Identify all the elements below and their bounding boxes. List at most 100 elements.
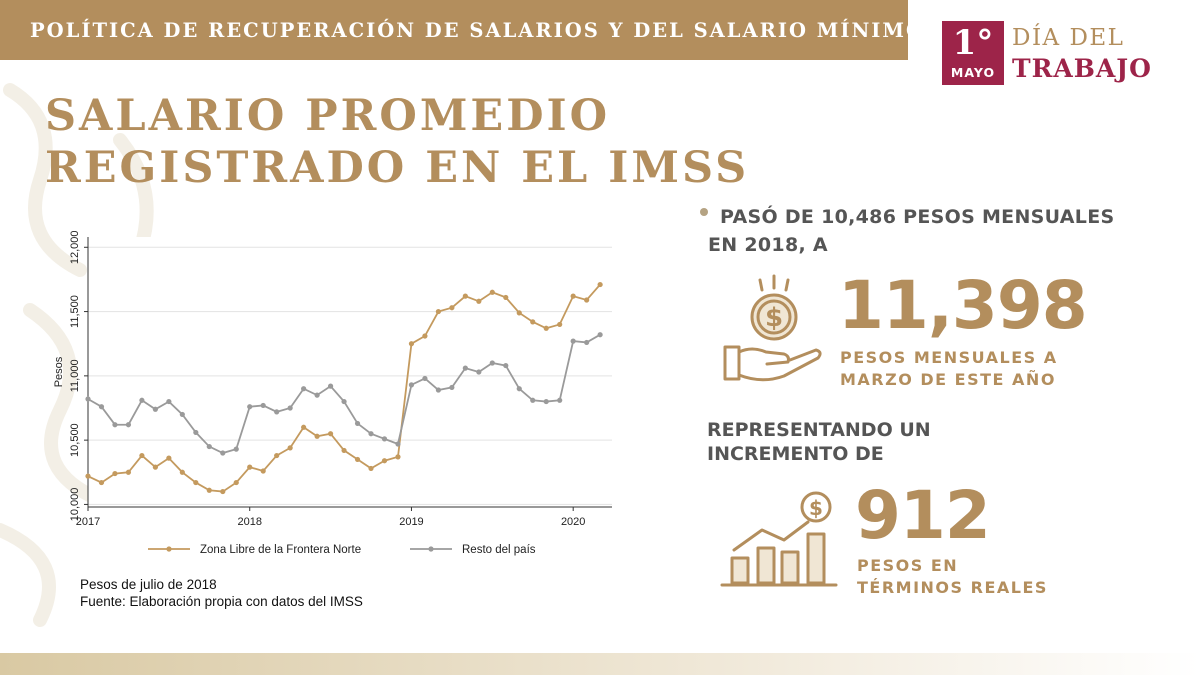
- x-tick-label: 2018: [237, 516, 261, 528]
- data-point: [489, 289, 495, 295]
- stat1-value: 11,398: [838, 267, 1088, 344]
- data-point: [503, 362, 509, 369]
- data-point: [247, 404, 253, 410]
- data-point: [179, 469, 185, 475]
- x-tick-label: 2019: [399, 516, 423, 528]
- data-point: [98, 404, 105, 410]
- data-point: [516, 386, 522, 392]
- growth-bars-icon: $: [720, 491, 838, 587]
- data-point: [152, 464, 158, 470]
- data-point: [543, 398, 549, 405]
- data-point: [543, 325, 549, 331]
- data-point: [597, 332, 603, 338]
- data-point: [530, 319, 536, 325]
- money-hand-icon: $: [723, 274, 822, 382]
- page-title: SALARIO PROMEDIO REGISTRADO EN EL IMSS: [45, 90, 749, 194]
- data-point: [112, 470, 118, 477]
- data-point: [341, 447, 347, 454]
- legend-swatch-point: [166, 546, 172, 552]
- data-point: [327, 383, 334, 389]
- data-point: [354, 456, 361, 463]
- data-point: [489, 360, 495, 366]
- data-point: [422, 333, 428, 339]
- data-point: [557, 397, 563, 403]
- data-point: [476, 369, 482, 375]
- data-point: [435, 387, 441, 393]
- data-point: [206, 443, 212, 450]
- data-point: [422, 375, 428, 382]
- plot-area: [88, 237, 612, 507]
- svg-text:$: $: [765, 303, 783, 333]
- logo-line1: DÍA DEL: [1012, 25, 1125, 51]
- data-point: [570, 293, 576, 299]
- logo-line2: TRABAJO: [1012, 54, 1152, 83]
- data-point: [449, 305, 455, 311]
- data-point: [435, 308, 441, 315]
- y-tick-label: 11,000: [69, 359, 81, 392]
- x-tick-label: 2017: [76, 516, 100, 528]
- stat1-sub2: MARZO DE ESTE AÑO: [840, 370, 1056, 389]
- data-point: [341, 398, 347, 405]
- y-tick-label: 10,500: [69, 423, 81, 457]
- legend-swatch-point: [428, 546, 434, 552]
- data-point: [274, 409, 280, 415]
- data-point: [233, 479, 239, 486]
- data-point: [516, 310, 522, 316]
- bullet-dot: [700, 208, 708, 216]
- data-point: [381, 436, 388, 442]
- dia-del-trabajo-logo: 1° MAYO DÍA DEL TRABAJO: [942, 19, 1182, 87]
- data-point: [166, 398, 172, 405]
- stat2-description: REPRESENTANDO UN INCREMENTO DE: [707, 418, 931, 466]
- header-title: POLÍTICA DE RECUPERACIÓN DE SALARIOS Y D…: [30, 18, 925, 42]
- stat1-line1: PASÓ DE 10,486 PESOS MENSUALES: [720, 206, 1115, 228]
- note-pesos: Pesos de julio de 2018: [80, 577, 217, 592]
- data-point: [368, 465, 374, 472]
- header-bar: POLÍTICA DE RECUPERACIÓN DE SALARIOS Y D…: [0, 0, 923, 60]
- data-point: [314, 392, 320, 398]
- stat2-value: 912: [855, 477, 991, 554]
- chart-notes: Pesos de julio de 2018 Fuente: Elaboraci…: [80, 576, 363, 610]
- page-title-line1: SALARIO PROMEDIO: [45, 91, 611, 141]
- stat2-subtitle: PESOS EN TÉRMINOS REALES: [857, 555, 1048, 599]
- data-point: [462, 365, 468, 371]
- data-point: [260, 402, 266, 409]
- stat1-sub1: PESOS MENSUALES A: [840, 348, 1058, 367]
- data-point: [85, 396, 91, 402]
- data-point: [408, 341, 415, 347]
- y-tick-label: 10,000: [69, 488, 81, 522]
- data-point: [193, 479, 199, 486]
- data-point: [395, 441, 401, 447]
- data-point: [274, 452, 280, 459]
- data-point: [354, 420, 361, 427]
- note-source: Fuente: Elaboración propia con datos del…: [80, 594, 363, 609]
- data-point: [193, 429, 199, 436]
- data-point: [301, 386, 307, 392]
- bottom-strip: [0, 653, 1200, 675]
- data-point: [206, 487, 212, 493]
- data-point: [557, 321, 563, 328]
- data-point: [98, 479, 105, 486]
- data-point: [233, 446, 239, 452]
- data-point: [503, 294, 509, 301]
- stat1-line2: EN 2018, A: [708, 234, 828, 256]
- data-point: [530, 397, 536, 403]
- y-axis-label: Pesos: [53, 356, 65, 387]
- y-tick-label: 12,000: [69, 230, 81, 264]
- data-point: [85, 473, 91, 479]
- stat2-line1: REPRESENTANDO UN: [707, 419, 931, 441]
- logo-month: MAYO: [950, 65, 996, 80]
- data-point: [584, 339, 590, 346]
- data-point: [125, 422, 132, 428]
- data-point: [597, 281, 603, 288]
- data-point: [327, 431, 334, 437]
- salary-line-chart: 10,000 10,500 11,000 11,500 12,000 2017 2018 20…: [53, 230, 612, 556]
- data-point: [247, 464, 253, 470]
- data-point: [368, 431, 374, 437]
- data-point: [166, 455, 172, 461]
- logo-date-box: 1° MAYO: [942, 21, 1004, 85]
- data-point: [287, 445, 293, 451]
- data-point: [449, 384, 455, 391]
- stat2-line2: INCREMENTO DE: [707, 443, 884, 465]
- y-tick-label: 11,500: [69, 295, 81, 328]
- stat2-sub1: PESOS EN: [857, 556, 959, 575]
